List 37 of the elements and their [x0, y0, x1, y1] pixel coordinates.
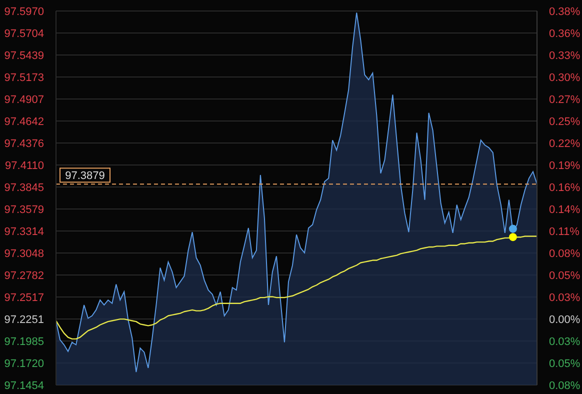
y-tick-label: 97.4376	[4, 138, 44, 150]
y2-tick-label: 0.00%	[549, 314, 580, 326]
y-tick-label: 97.4110	[5, 160, 44, 172]
y-tick-label: 97.4907	[4, 94, 44, 106]
y2-tick-label: 0.22%	[549, 138, 580, 150]
y2-tick-label: 0.11%	[549, 226, 580, 238]
y-tick-label: 97.2782	[4, 270, 44, 282]
ref-line-label: 97.3879	[65, 170, 105, 182]
y-tick-label: 97.2251	[4, 314, 44, 326]
y-tick-label: 97.3845	[4, 182, 44, 194]
y2-tick-label: 0.36%	[549, 28, 580, 40]
y2-tick-label: 0.27%	[549, 94, 580, 106]
y2-tick-label: 0.08%	[549, 248, 580, 260]
y-tick-label: 97.3048	[4, 248, 44, 260]
y-tick-label: 97.3579	[4, 204, 44, 216]
y-tick-label: 97.1454	[4, 380, 44, 392]
y-tick-label: 97.1720	[4, 358, 44, 370]
y-tick-label: 97.5970	[4, 6, 44, 18]
y2-tick-label: 0.25%	[549, 116, 580, 128]
y-tick-label: 97.3314	[4, 226, 44, 238]
y-tick-label: 97.1985	[4, 336, 44, 348]
y2-tick-label: 0.05%	[549, 270, 580, 282]
y2-tick-label: 0.30%	[549, 72, 580, 84]
y-tick-label: 97.4642	[4, 116, 44, 128]
y2-tick-label: 0.19%	[549, 160, 580, 172]
y-tick-label: 97.5439	[4, 50, 44, 62]
y2-tick-label: 0.16%	[549, 182, 580, 194]
y-tick-label: 97.5173	[4, 72, 44, 84]
y-tick-label: 97.5704	[4, 28, 44, 40]
y2-tick-label: 0.03%	[549, 292, 580, 304]
y2-tick-label: 0.33%	[549, 50, 580, 62]
y2-tick-label: 0.08%	[549, 380, 580, 392]
y2-tick-label: 0.38%	[549, 6, 580, 18]
y-tick-label: 97.2517	[4, 292, 44, 304]
y2-tick-label: 0.14%	[549, 204, 580, 216]
y2-tick-label: 0.05%	[549, 358, 580, 370]
y2-tick-label: 0.03%	[549, 336, 580, 348]
